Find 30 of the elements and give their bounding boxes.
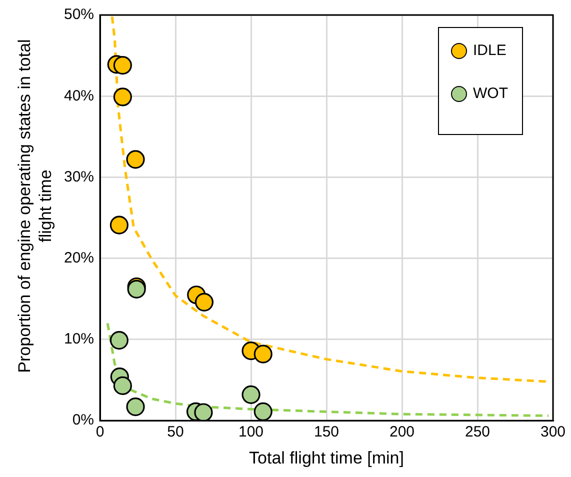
point (242, 385, 260, 404)
point (113, 88, 132, 106)
y-tick-label: 30% (64, 168, 94, 186)
point (194, 292, 214, 312)
point (127, 280, 146, 298)
y-tick-label: 0% (72, 412, 94, 429)
x-tick-label: 0 (96, 424, 104, 441)
x-tick-label: 50 (167, 424, 184, 441)
point (113, 376, 132, 396)
y-tick-label: 50% (64, 6, 94, 24)
point (254, 402, 272, 421)
y-tick-label: 10% (64, 330, 94, 348)
point (254, 344, 272, 364)
legend-label: WOT (473, 85, 508, 102)
x-tick-label: 150 (314, 424, 340, 441)
point (126, 398, 145, 416)
y-tick-label: 20% (64, 250, 94, 266)
legend-label: IDLE (473, 42, 506, 59)
point (194, 403, 213, 421)
x-tick-label: 250 (464, 424, 490, 441)
point (113, 56, 132, 75)
point (126, 150, 145, 169)
x-tick-label: 300 (540, 424, 566, 441)
x-tick-label: 200 (389, 424, 415, 441)
point (110, 216, 128, 234)
y-axis-title: Proportion of engine operating states in total flight time (14, 38, 56, 375)
x-axis-title: Total flight time [min] (249, 448, 404, 468)
x-tick-label: 100 (238, 424, 264, 441)
y-tick-label: 40% (64, 87, 94, 104)
point (110, 330, 128, 350)
